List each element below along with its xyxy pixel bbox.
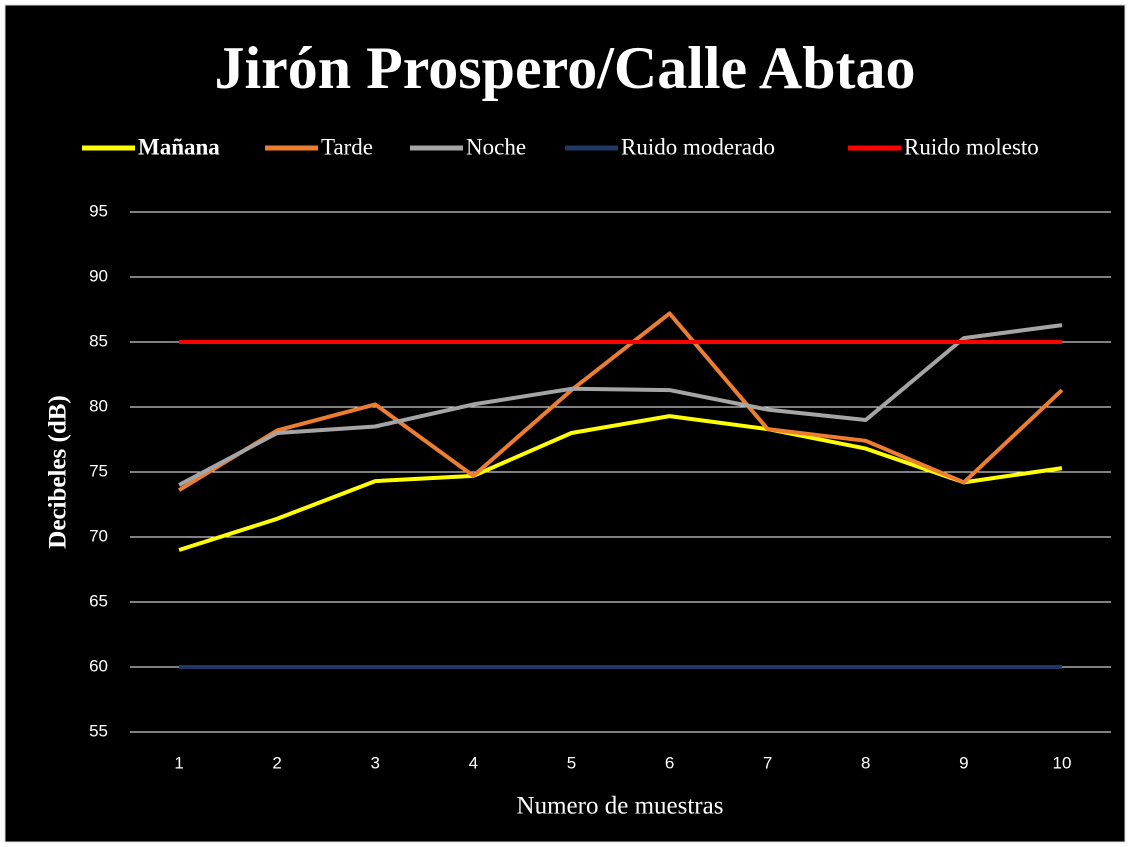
- x-tick-label: 4: [469, 753, 478, 772]
- series-line: [178, 414, 1063, 552]
- y-axis-title: Decibeles (dB): [45, 395, 72, 548]
- y-tick-label: 80: [89, 396, 108, 415]
- y-tick-label: 65: [89, 591, 108, 610]
- legend-label: Ruido moderado: [621, 134, 775, 159]
- x-tick-label: 8: [861, 753, 870, 772]
- legend-label: Noche: [466, 134, 526, 159]
- chart-title: Jirón Prospero/Calle Abtao: [214, 35, 915, 101]
- x-tick-label: 5: [567, 753, 576, 772]
- x-tick-label: 9: [959, 753, 968, 772]
- legend-label: Ruido molesto: [904, 134, 1039, 159]
- y-tick-label: 90: [89, 266, 108, 285]
- x-tick-label: 3: [371, 753, 380, 772]
- y-tick-label: 70: [89, 526, 108, 545]
- x-tick-label: 1: [174, 753, 183, 772]
- series-line: [178, 311, 1064, 492]
- x-axis-title: Numero de muestras: [517, 793, 724, 820]
- x-tick-label: 7: [763, 753, 772, 772]
- x-tick-label: 2: [272, 753, 281, 772]
- y-tick-label: 60: [89, 656, 108, 675]
- y-tick-label: 55: [89, 721, 108, 740]
- legend-label: Mañana: [138, 134, 220, 159]
- chart-background: [4, 4, 1126, 843]
- legend-label: Tarde: [321, 134, 373, 159]
- series-line: [178, 323, 1063, 487]
- x-tick-label: 10: [1052, 753, 1071, 772]
- y-tick-label: 85: [89, 331, 108, 350]
- y-tick-label: 75: [89, 461, 108, 480]
- y-tick-label: 95: [89, 201, 108, 220]
- x-tick-label: 6: [665, 753, 674, 772]
